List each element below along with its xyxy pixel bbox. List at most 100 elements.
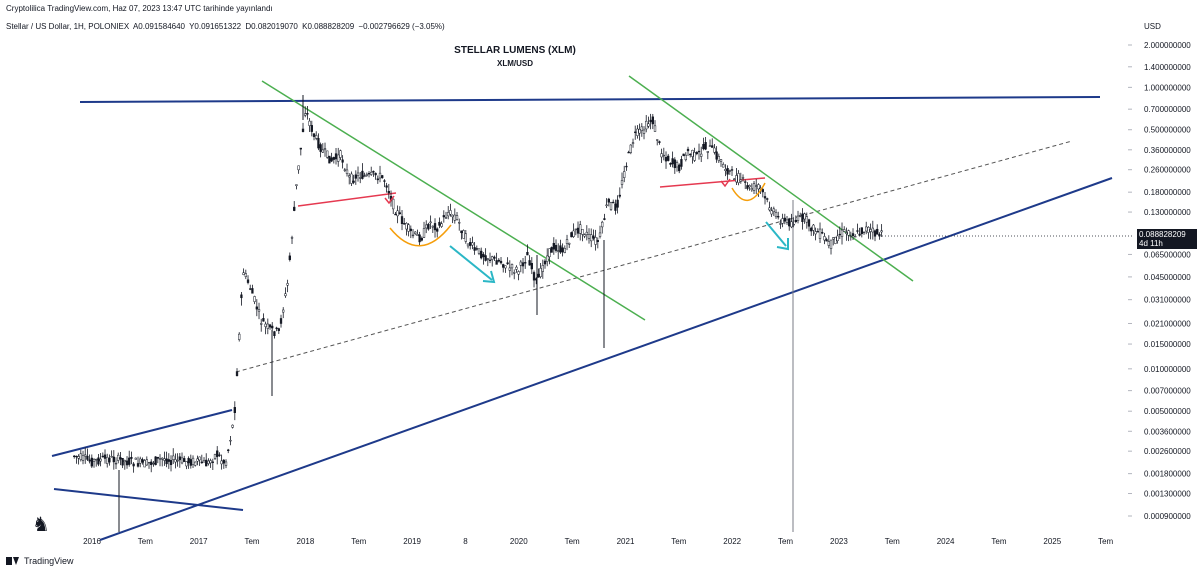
candle-body	[814, 231, 817, 235]
candle-body	[321, 149, 324, 153]
first-breakdown-level	[297, 192, 397, 207]
candle-body	[603, 218, 606, 220]
price-tick-label: 0.021000000	[1144, 319, 1191, 328]
candle-body	[717, 156, 720, 161]
candle-body	[282, 309, 285, 313]
candle-body	[359, 177, 362, 179]
candle-body	[90, 457, 93, 467]
candle-body	[304, 113, 307, 116]
candle-body	[702, 144, 705, 150]
candle-body	[572, 230, 575, 237]
footer-brand[interactable]: TradingView	[24, 556, 74, 566]
candle-body	[750, 188, 753, 191]
candle-body	[420, 237, 423, 241]
down-arrow-icon	[776, 238, 789, 251]
candle-body	[546, 255, 549, 262]
candle-body	[455, 215, 459, 220]
candle-body	[436, 228, 439, 232]
candle-body	[664, 157, 668, 162]
candle-body	[473, 247, 476, 251]
candle-body	[744, 181, 747, 183]
candle-body	[843, 229, 846, 232]
candle-body	[506, 262, 509, 265]
candle-body	[785, 219, 789, 223]
candle-body	[231, 424, 234, 428]
candle-body	[766, 198, 769, 200]
candle-body	[150, 461, 153, 466]
candle-body	[682, 153, 685, 157]
candle-body	[829, 239, 833, 249]
time-tick-label: 2022	[723, 537, 741, 546]
candle-body	[381, 175, 384, 179]
candle-body	[139, 458, 142, 464]
candle-body	[238, 333, 241, 340]
candle-body	[268, 324, 272, 328]
candle-body	[871, 227, 874, 233]
candle-body	[260, 323, 263, 325]
candle-body	[880, 230, 883, 233]
candle-body	[704, 142, 707, 150]
candle-body	[755, 185, 758, 187]
candle-body	[739, 179, 742, 182]
candle-body	[508, 267, 511, 271]
time-tick-label: Tem	[351, 537, 366, 546]
candle-body	[299, 147, 302, 150]
chart-title: STELLAR LUMENS (XLM)	[454, 45, 576, 56]
candle-body	[156, 456, 159, 459]
candle-body	[818, 228, 822, 239]
candle-body	[194, 461, 197, 466]
time-tick-label: Tem	[778, 537, 793, 546]
candle-body	[634, 131, 637, 133]
candle-body	[189, 459, 192, 466]
candle-body	[337, 154, 340, 162]
candle-body	[480, 250, 483, 259]
candle-body	[145, 459, 148, 466]
candle-body	[414, 231, 417, 234]
candle-body	[370, 171, 373, 175]
price-tick-label: 0.180000000	[1144, 188, 1191, 197]
candle-body	[477, 248, 481, 254]
candle-body	[539, 268, 542, 277]
candle-body	[154, 456, 157, 466]
time-axis: 2016 Tem 2017 Tem 2018 Tem 2019 8 2020 Tem 2021 Tem…	[83, 537, 1113, 546]
candle-body	[781, 218, 784, 224]
candle-body	[686, 148, 690, 152]
candle-body	[774, 212, 778, 218]
candle-body	[301, 128, 305, 132]
candle-body	[592, 235, 595, 239]
candle-body	[475, 248, 478, 250]
price-axis: 2.000000000 1.400000000 1.000000000 0.70000…	[1128, 41, 1191, 521]
candle-body	[596, 240, 599, 242]
candle-body	[812, 224, 815, 231]
candle-body	[422, 228, 426, 238]
candle-body	[73, 455, 76, 458]
candle-body	[464, 233, 467, 242]
candle-body	[862, 231, 866, 234]
candle-body	[616, 199, 619, 208]
candle-body	[763, 196, 767, 199]
candle-body	[191, 457, 195, 465]
candle-body	[240, 294, 243, 299]
check-mark-icon	[384, 195, 395, 205]
candle-body	[708, 145, 712, 147]
candle-body	[352, 180, 355, 183]
candle-body	[143, 460, 146, 468]
candle-body	[235, 371, 239, 377]
candle-body	[396, 210, 399, 217]
candle-body	[255, 306, 258, 310]
candle-body	[640, 126, 643, 131]
symbol-name[interactable]: Stellar / US Dollar, 1H, POLONIEX	[6, 22, 130, 31]
candle-body	[636, 128, 639, 136]
candle-body	[715, 151, 718, 160]
candle-body	[614, 203, 617, 211]
candle-body	[647, 123, 650, 127]
candle-body	[471, 242, 474, 246]
candle-body	[706, 151, 709, 153]
price-tick-label: 0.260000000	[1144, 166, 1191, 175]
candle-body	[356, 172, 360, 176]
candle-body	[579, 224, 582, 234]
candle-body	[816, 231, 819, 233]
candle-body	[167, 459, 170, 462]
candle-body	[112, 456, 115, 463]
